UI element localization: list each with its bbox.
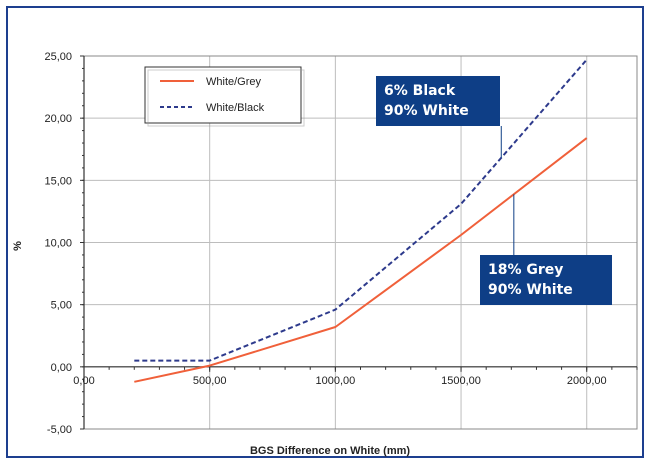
y-tick-labels: 25,00 20,00 15,00 10,00 5,00 0,00 -5,00 xyxy=(44,51,72,436)
callout-black-line-1: 6% Black xyxy=(384,83,456,99)
y-tick-label: 20,00 xyxy=(44,113,72,125)
axes xyxy=(80,55,638,430)
x-tick-label: 1000,00 xyxy=(315,375,355,387)
y-tick-label: 25,00 xyxy=(44,51,72,63)
series-lines xyxy=(134,59,588,383)
callout-grey: 18% Grey 90% White xyxy=(480,255,612,305)
legend-shadow xyxy=(147,69,305,127)
chart-frame: 25,00 20,00 15,00 10,00 5,00 0,00 -5,00 0,00 50… xyxy=(6,6,644,458)
y-tick-label: 10,00 xyxy=(44,238,72,250)
legend: White/Grey White/Black xyxy=(144,66,305,127)
y-tick-label: 5,00 xyxy=(51,300,72,312)
y-axis-title: % xyxy=(12,241,24,251)
legend-label-white-grey: White/Grey xyxy=(206,76,262,88)
y-tick-label: 0,00 xyxy=(51,362,72,374)
callout-black: 6% Black 90% White xyxy=(376,76,500,126)
legend-box xyxy=(144,66,302,124)
x-tick-label: 1500,00 xyxy=(441,375,481,387)
line-chart: 25,00 20,00 15,00 10,00 5,00 0,00 -5,00 0,00 50… xyxy=(12,51,638,457)
x-axis-title: BGS Difference on White (mm) xyxy=(250,445,410,457)
legend-label-white-black: White/Black xyxy=(206,102,265,114)
y-tick-label: 15,00 xyxy=(44,175,72,187)
series-line-white-grey xyxy=(134,137,588,383)
callout-grey-line-1: 18% Grey xyxy=(488,262,564,278)
y-tick-label: -5,00 xyxy=(47,424,72,436)
callout-leader-lines xyxy=(500,126,515,255)
x-tick-label: 0,00 xyxy=(73,375,94,387)
x-tick-label: 2000,00 xyxy=(567,375,607,387)
x-tick-labels: 0,00 500,00 1000,00 1500,00 2000,00 xyxy=(73,375,606,387)
callout-black-line-2: 90% White xyxy=(384,103,469,119)
x-tick-label: 500,00 xyxy=(193,375,227,387)
series-line-white-black xyxy=(134,59,588,362)
callout-grey-line-2: 90% White xyxy=(488,282,573,298)
